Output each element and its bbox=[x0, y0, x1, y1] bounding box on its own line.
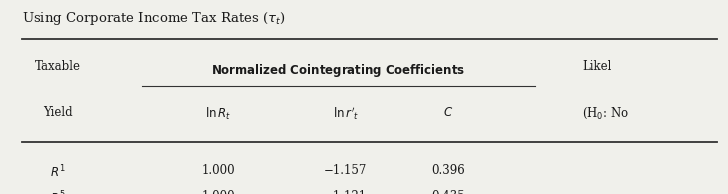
Text: $R^1$: $R^1$ bbox=[50, 164, 66, 181]
Text: $R^5$: $R^5$ bbox=[50, 190, 66, 194]
Text: Taxable: Taxable bbox=[35, 60, 82, 73]
Text: $C$: $C$ bbox=[443, 106, 453, 119]
Text: $\ln r'_t$: $\ln r'_t$ bbox=[333, 106, 359, 122]
Text: 1.000: 1.000 bbox=[202, 164, 235, 177]
Text: Using Corporate Income Tax Rates ($\tau_t$): Using Corporate Income Tax Rates ($\tau_… bbox=[22, 10, 285, 27]
Text: $\bf{Normalized\ Cointegrating\ Coefficients}$: $\bf{Normalized\ Cointegrating\ Coeffici… bbox=[211, 62, 466, 79]
Text: (H$_0$: No: (H$_0$: No bbox=[582, 106, 630, 121]
Text: Likel: Likel bbox=[582, 60, 612, 73]
Text: 0.435: 0.435 bbox=[431, 190, 464, 194]
Text: 1.000: 1.000 bbox=[202, 190, 235, 194]
Text: Yield: Yield bbox=[44, 106, 73, 119]
Text: 0.396: 0.396 bbox=[431, 164, 464, 177]
Text: $\ln R_t$: $\ln R_t$ bbox=[205, 106, 232, 122]
Text: −1.157: −1.157 bbox=[324, 164, 368, 177]
Text: −1.121: −1.121 bbox=[324, 190, 368, 194]
